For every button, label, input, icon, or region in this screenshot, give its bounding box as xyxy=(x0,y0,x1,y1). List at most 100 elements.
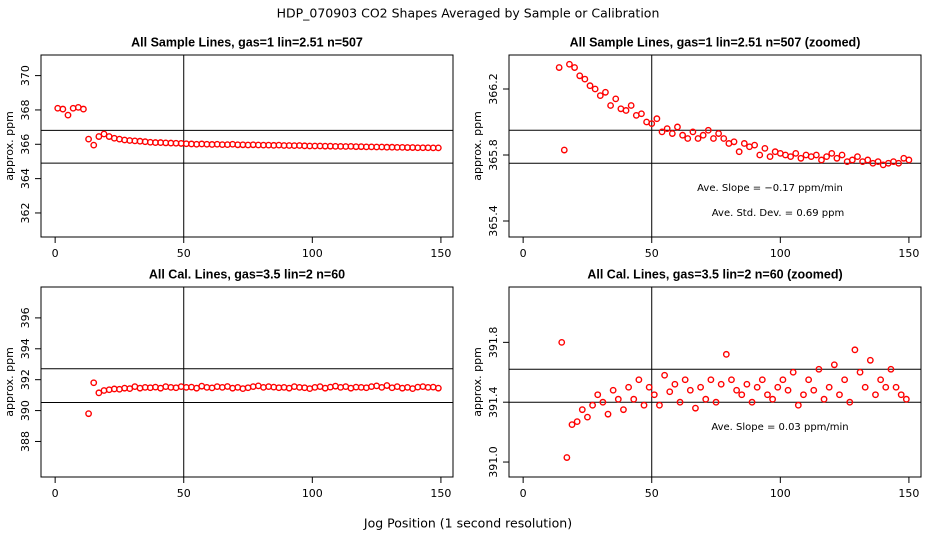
data-point xyxy=(434,384,442,392)
data-point xyxy=(748,398,756,406)
data-point xyxy=(892,383,900,391)
data-point xyxy=(589,401,596,409)
data-point xyxy=(866,356,874,364)
y-tick-label: 392 xyxy=(19,369,32,390)
y-tick-label: 366 xyxy=(19,134,32,155)
data-point xyxy=(710,135,717,142)
data-point xyxy=(794,401,802,409)
panel-title: All Cal. Lines, gas=3.5 lin=2 n=60 (zoom… xyxy=(587,267,842,281)
x-tick-label: 100 xyxy=(770,247,791,260)
x-tick-label: 100 xyxy=(302,487,323,500)
data-point xyxy=(887,365,895,373)
data-point xyxy=(812,151,820,159)
data-point xyxy=(658,128,666,136)
data-point xyxy=(769,395,777,403)
x-tick-label: 150 xyxy=(898,487,919,500)
data-point xyxy=(766,153,774,161)
y-tick-label: 391.0 xyxy=(487,446,500,478)
data-point xyxy=(854,153,861,161)
data-point xyxy=(828,149,836,157)
data-point xyxy=(614,395,622,403)
x-tick-label: 50 xyxy=(645,247,659,260)
data-point xyxy=(905,156,913,164)
data-point xyxy=(599,398,607,406)
plot-frame xyxy=(40,286,454,478)
data-point xyxy=(568,421,576,429)
y-tick-label: 366.2 xyxy=(487,73,500,105)
data-point xyxy=(697,383,704,391)
data-point xyxy=(740,140,748,147)
data-point xyxy=(761,144,769,152)
data-point xyxy=(689,128,697,136)
data-point xyxy=(848,156,856,164)
data-point xyxy=(764,391,771,399)
data-point xyxy=(586,82,594,90)
data-point xyxy=(686,386,694,394)
data-point xyxy=(756,151,764,159)
y-tick-label: 368 xyxy=(19,99,32,120)
data-point xyxy=(787,153,795,161)
data-point xyxy=(638,110,645,118)
y-tick-label: 370 xyxy=(19,65,32,86)
data-point xyxy=(555,64,563,71)
data-point xyxy=(656,401,663,409)
y-tick-label: 365.4 xyxy=(487,205,500,237)
data-point xyxy=(694,135,702,142)
data-point xyxy=(95,133,103,140)
data-point xyxy=(576,72,584,80)
data-point xyxy=(100,130,108,138)
data-point xyxy=(805,376,813,384)
data-point xyxy=(609,386,617,394)
data-point xyxy=(563,454,571,461)
x-tick-label: 50 xyxy=(177,487,191,500)
data-point xyxy=(653,115,661,123)
data-point xyxy=(810,386,818,394)
annotation: Ave. Std. Dev. = 0.69 ppm xyxy=(712,208,844,219)
y-tick-label: 365.8 xyxy=(487,139,500,171)
y-axis-label: approx. ppm xyxy=(3,111,16,181)
x-tick-label: 100 xyxy=(770,487,791,500)
plot-frame xyxy=(508,54,922,238)
annotation: Ave. Slope = −0.17 ppm/min xyxy=(697,183,843,194)
data-point xyxy=(676,398,684,406)
panel-title: All Sample Lines, gas=1 lin=2.51 n=507 xyxy=(131,35,363,49)
annotation: Ave. Slope = 0.03 ppm/min xyxy=(711,422,848,433)
data-point xyxy=(80,105,87,113)
data-point xyxy=(663,125,671,132)
y-tick-label: 362 xyxy=(19,202,32,223)
data-point xyxy=(902,395,910,403)
data-point xyxy=(753,383,761,391)
data-point xyxy=(733,386,741,394)
data-point xyxy=(596,92,604,99)
data-point xyxy=(668,130,676,137)
data-point xyxy=(779,376,787,384)
data-point xyxy=(792,149,800,157)
data-point xyxy=(681,376,689,384)
data-point xyxy=(830,361,838,369)
panel-title: All Cal. Lines, gas=3.5 lin=2 n=60 xyxy=(149,267,345,281)
data-point xyxy=(692,404,699,412)
data-point xyxy=(602,88,609,96)
plot-frame xyxy=(508,286,922,478)
data-point xyxy=(895,159,903,167)
data-point xyxy=(679,131,686,139)
data-point xyxy=(743,380,751,388)
data-point xyxy=(784,386,792,394)
data-point xyxy=(573,418,581,426)
y-axis-label: approx. ppm xyxy=(471,111,484,181)
data-point xyxy=(684,135,692,142)
data-point xyxy=(712,398,720,406)
data-point xyxy=(591,85,599,93)
data-point xyxy=(722,350,730,358)
data-point xyxy=(872,391,879,399)
data-point xyxy=(797,154,805,162)
data-point xyxy=(64,111,72,119)
data-point xyxy=(90,141,98,149)
data-point xyxy=(882,383,890,391)
data-point xyxy=(728,376,735,384)
data-point xyxy=(604,410,612,418)
data-point xyxy=(823,153,831,161)
data-point xyxy=(841,376,849,384)
